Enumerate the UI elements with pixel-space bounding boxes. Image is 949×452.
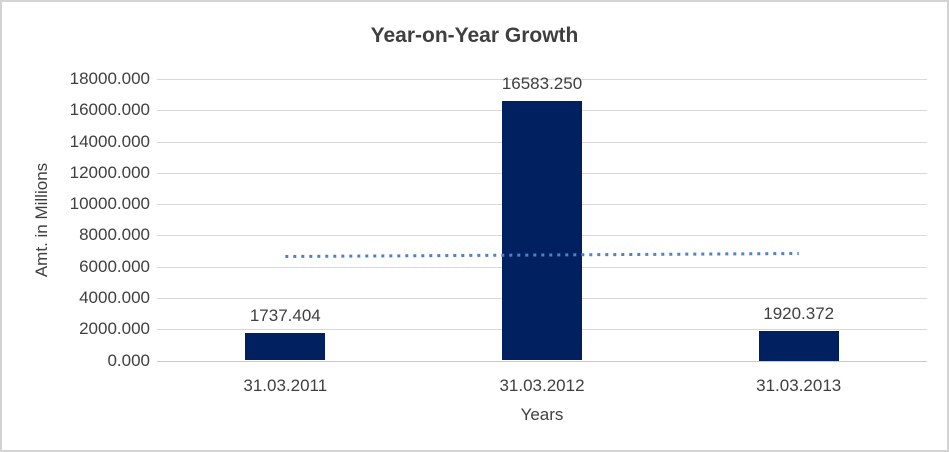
bar	[245, 333, 326, 361]
x-axis-title: Years	[520, 405, 564, 424]
y-tick-label: 2000.000	[79, 319, 150, 339]
x-tick-label: 31.03.2012	[499, 376, 585, 395]
bar-data-label: 1737.404	[249, 306, 321, 326]
bar-data-label: 1920.372	[763, 303, 835, 323]
bar-data-label: 16583.250	[501, 74, 583, 94]
y-tick-label: 6000.000	[79, 256, 150, 276]
gridline	[157, 79, 927, 80]
bar	[758, 330, 839, 361]
chart-title: Year-on-Year Growth	[370, 24, 579, 47]
bar	[502, 101, 582, 361]
y-tick-label: 16000.000	[69, 100, 150, 120]
y-tick-label: 4000.000	[79, 287, 150, 307]
y-tick-label: 12000.000	[69, 162, 150, 182]
y-tick-label: 10000.000	[69, 194, 150, 214]
y-tick-label: 8000.000	[79, 225, 150, 245]
gridline	[157, 360, 927, 362]
x-tick-label: 31.03.2013	[756, 376, 842, 395]
y-tick-label: 0.000	[107, 350, 150, 370]
x-tick-label: 31.03.2011	[243, 376, 328, 395]
y-tick-label: 14000.000	[69, 131, 150, 151]
y-tick-label: 18000.000	[69, 69, 150, 88]
